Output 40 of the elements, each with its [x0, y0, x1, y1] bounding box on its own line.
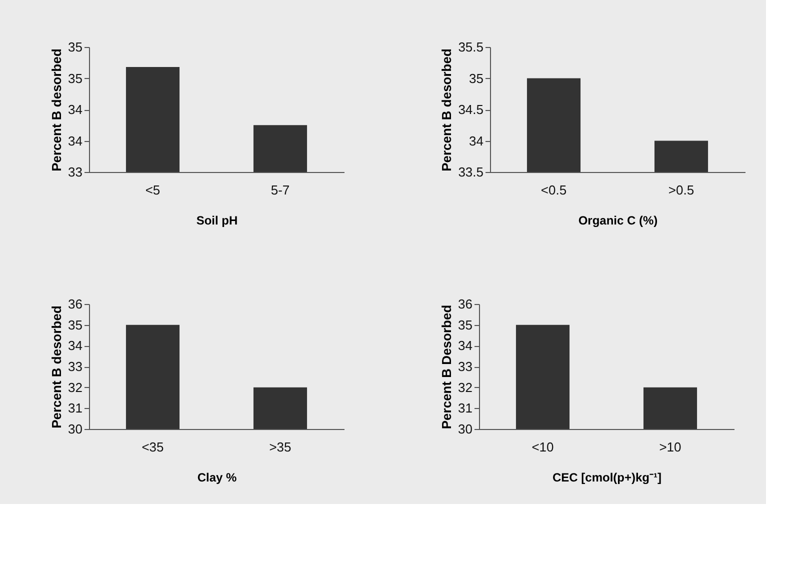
x-axis-title: Soil pH [196, 214, 238, 228]
y-axis-title: Percent B Desorbed [439, 304, 454, 430]
x-tick-label: <35 [142, 440, 164, 454]
x-axis-title: Clay % [197, 470, 237, 484]
y-tick-label: 35 [68, 70, 82, 86]
y-tick-label: 30 [458, 422, 472, 436]
y-tick-label: 31 [68, 400, 82, 416]
x-axis-title: Organic C (%) [578, 214, 658, 228]
y-tick-label: 35.5 [458, 40, 484, 54]
y-tick-label: 33 [68, 359, 82, 374]
y-tick-label: 35 [68, 317, 82, 332]
x-tick-label: <0.5 [540, 182, 567, 198]
y-axis-title: Percent B desorbed [49, 306, 64, 428]
y-tick-label: 34 [469, 133, 484, 148]
x-tick-label: <5 [145, 182, 160, 198]
y-tick-label: 33 [458, 359, 472, 374]
y-axis-title: Percent B desorbed [49, 48, 64, 172]
y-tick-label: 35 [469, 70, 484, 86]
y-tick-label: 33 [68, 164, 82, 180]
x-tick-label: 5-7 [270, 182, 290, 198]
y-tick-label: 31 [458, 400, 472, 416]
y-tick-label: 35 [458, 317, 472, 332]
y-tick-label: 32 [458, 380, 472, 395]
x-tick-label: >35 [269, 440, 292, 454]
y-tick-label: 34 [68, 102, 82, 117]
y-tick-label: 34 [68, 133, 82, 148]
y-tick-label: 36 [458, 296, 472, 312]
y-tick-label: 34 [68, 338, 82, 354]
x-tick-label: >10 [659, 440, 682, 454]
y-tick-label: 34.5 [458, 102, 484, 117]
x-tick-label: >0.5 [668, 182, 694, 198]
x-axis-title: CEC [cmol(p+)kg⁻¹] [552, 470, 662, 484]
y-tick-label: 35 [68, 40, 82, 54]
y-tick-label: 36 [68, 296, 82, 312]
y-tick-label: 33.5 [458, 164, 484, 180]
y-axis-title: Percent B desorbed [439, 48, 454, 172]
y-tick-label: 30 [68, 422, 82, 436]
y-tick-label: 34 [458, 338, 472, 354]
x-tick-label: <10 [532, 440, 554, 454]
y-tick-label: 32 [68, 380, 82, 395]
